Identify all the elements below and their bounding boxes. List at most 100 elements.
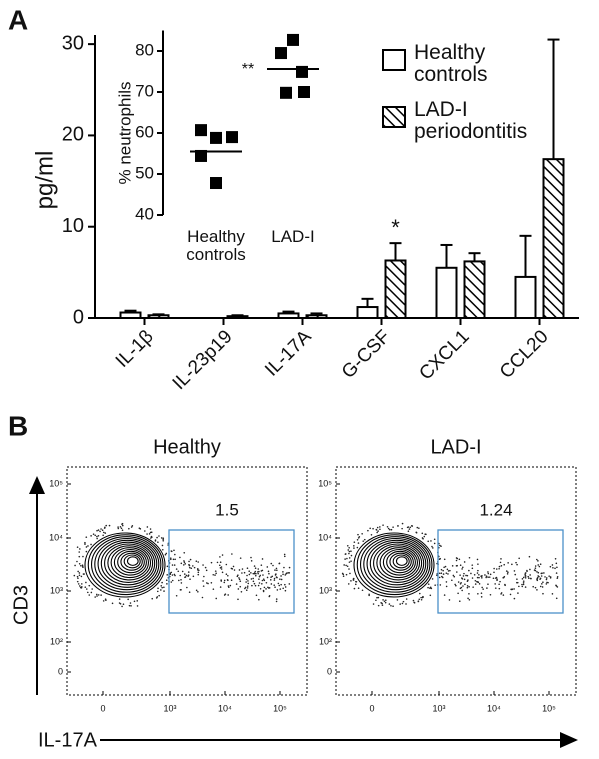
event-dot [130,605,132,607]
event-dot [239,585,242,588]
gate [168,529,295,614]
event-dot [556,575,559,578]
event-dot [468,598,471,601]
event-dot [554,557,557,560]
event-dot [270,562,273,565]
event-dot [105,524,108,527]
event-dot [183,573,186,575]
event-dot [180,578,182,581]
event-dot [108,524,111,527]
event-dot [473,573,476,576]
contour [395,556,408,566]
event-dot [263,579,266,582]
event-dot [219,561,222,564]
plot-title: Healthy [153,436,221,458]
event-dot [353,547,355,549]
event-dot [173,573,176,576]
event-dot [100,528,102,530]
event-dot [399,603,401,605]
event-dot [376,596,378,599]
event-dot [402,600,405,603]
event-dot [136,600,139,602]
event-dot [509,593,512,596]
event-dot [181,570,184,573]
event-dot [283,553,286,556]
event-dot [412,599,415,602]
event-dot [427,540,429,543]
event-dot [537,575,539,577]
event-dot [96,535,98,538]
event-dot [230,567,233,570]
event-dot [443,594,446,596]
event-dot [265,581,268,584]
event-dot [158,594,160,597]
event-dot [344,558,346,560]
event-dot [439,557,442,560]
event-dot [534,586,537,589]
event-dot [555,562,558,565]
event-dot [431,545,433,548]
event-dot [545,583,548,585]
event-dot [388,528,391,531]
event-dot [169,558,172,561]
y-tick-label: 50 [135,163,154,182]
contour [373,543,423,583]
event-dot [284,555,286,558]
event-dot [521,585,524,588]
event-dot [515,561,517,564]
event-dot [195,560,198,563]
event-dot [73,574,76,577]
event-dot [245,581,247,583]
contour [104,543,154,583]
inset-y-axis-label: % neutrophils [115,81,134,184]
event-dot [230,579,233,582]
event-dot [231,553,233,555]
event-dot [227,579,229,582]
bar [514,275,537,319]
contour [97,539,158,588]
event-dot [261,579,264,582]
event-dot [127,598,129,601]
event-dot [184,563,187,565]
event-dot [278,584,281,587]
event-dot [246,587,249,589]
event-dot [131,525,134,527]
event-dot [188,566,191,569]
event-dot [182,564,185,566]
event-dot [353,587,356,590]
event-dot [375,528,378,531]
contour [100,541,156,586]
event-dot [79,548,81,550]
event-dot [356,538,359,541]
event-dot [197,571,200,574]
event-dot [448,599,451,601]
event-dot [210,581,213,584]
event-dot [156,536,158,539]
event-dot [225,573,228,576]
event-dot [455,584,457,587]
event-dot [457,581,460,583]
event-dot [183,551,186,554]
event-dot [266,566,269,568]
event-dot [447,573,449,575]
event-dot [534,565,537,567]
event-dot [96,595,98,597]
event-dot [77,583,80,585]
event-dot [144,530,146,532]
event-dot [537,560,539,562]
event-dot [76,575,79,578]
event-dot [476,558,479,561]
event-dot [255,594,258,597]
event-dot [130,526,133,528]
event-dot [276,589,279,591]
event-dot [503,563,506,566]
event-dot [151,597,154,600]
event-dot [196,567,199,570]
event-dot [368,593,370,596]
point [296,65,308,78]
event-dot [539,585,542,588]
event-dot [205,569,208,572]
event-dot [97,594,100,596]
event-dot [534,567,537,569]
y-tick-label: 0 [327,666,332,676]
